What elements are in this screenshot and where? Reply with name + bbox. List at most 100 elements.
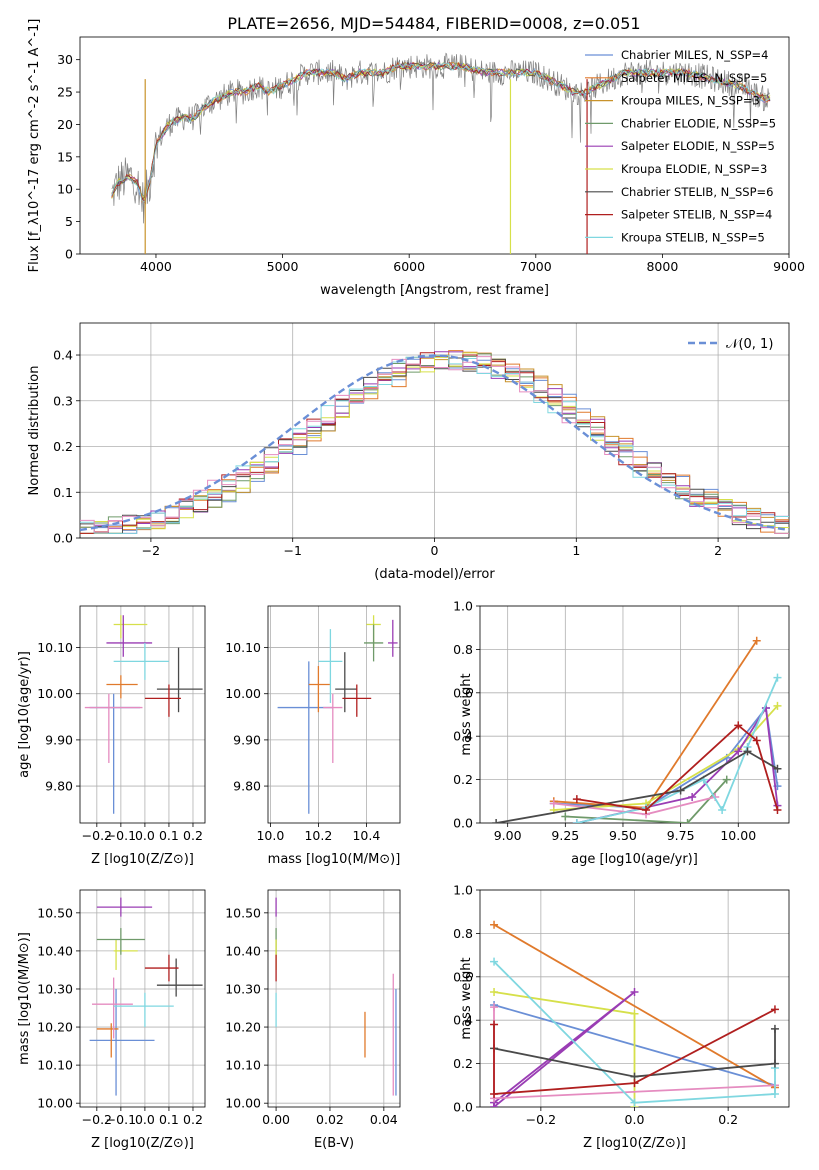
age-vs-Z-xtick-label: −0.2 — [82, 828, 112, 843]
weight-marker — [572, 819, 581, 823]
mass-vs-EBV-xlabel: E(B-V) — [314, 1136, 354, 1151]
weight-marker — [642, 805, 651, 814]
age-vs-mass-ytick-label: 10.00 — [225, 686, 261, 701]
weight-marker — [630, 1098, 639, 1107]
weight-vs-Z-xtick-label: 0.0 — [625, 1112, 645, 1127]
weight-marker — [490, 987, 499, 996]
residual-histogram — [80, 352, 789, 534]
mass-vs-Z-xtick-label: 0.2 — [183, 1112, 203, 1127]
weight-marker — [734, 721, 743, 730]
weight-marker — [770, 1005, 779, 1014]
age-vs-mass-xlabel: mass [log10(M/M⊙)] — [268, 852, 401, 867]
mass-vs-Z-ytick-label: 10.20 — [37, 1020, 73, 1035]
weight-vs-age-ytick-label: 1.0 — [453, 599, 473, 614]
weight-line — [493, 1028, 776, 1078]
model-spectrum — [111, 61, 770, 203]
weight-line — [553, 705, 779, 811]
mass-vs-Z-frame — [79, 889, 206, 1108]
mass-vs-EBV-ytick-label: 10.30 — [225, 981, 261, 996]
weight-vs-Z-ytick-label: 0.0 — [453, 1100, 473, 1115]
weight-vs-age-ytick-label: 0.4 — [453, 729, 473, 744]
weight-marker — [490, 1089, 499, 1098]
mass-vs-EBV-ytick-label: 10.50 — [225, 905, 261, 920]
weight-marker — [770, 1059, 779, 1068]
weight-marker — [490, 1020, 499, 1029]
weight-line — [493, 960, 776, 1104]
weight-line — [495, 750, 778, 823]
residuals-ytick-label: 0.4 — [53, 348, 73, 363]
weight-vs-Z-ytick-label: 1.0 — [453, 883, 473, 898]
weight-vs-age-ylabel: mass weight — [459, 673, 474, 755]
weight-marker — [770, 1089, 779, 1098]
spectrum-frame — [79, 36, 790, 255]
weight-vs-age-xtick-label: 9.00 — [494, 828, 522, 843]
spectrum-xtick-label: 5000 — [267, 259, 299, 274]
spectrum-xtick-label: 7000 — [520, 259, 552, 274]
weight-vs-Z-panel: −0.2 0.0 0.2 0.0 0.2 0.4 0.6 0.8 1.0 Z [log10(Z/Z… — [453, 883, 790, 1151]
weight-marker — [561, 812, 570, 821]
mass-vs-EBV-panel: 0.00 0.02 0.04 10.00 10.10 10.20 10.30 10.40 10.… — [225, 889, 401, 1151]
panels: 4000 5000 6000 7000 8000 9000051015202530wave… — [17, 19, 805, 1151]
spectrum-xlabel: wavelength [Angstrom, rest frame] — [320, 283, 549, 298]
residuals-xtick-label: 0 — [431, 543, 439, 558]
spectrum-ytick-label: 0 — [65, 247, 73, 262]
weight-vs-age-xtick-label: 9.75 — [667, 828, 695, 843]
mass-vs-EBV-ytick-label: 10.20 — [225, 1020, 261, 1035]
weight-line — [576, 677, 779, 823]
weight-marker — [490, 1003, 499, 1012]
age-vs-Z-xtick-label: 0.0 — [135, 828, 155, 843]
residuals-panel: −2 −1 0 1 2 0.0 0.1 0.2 0.3 0.4 (data-model)/error… — [27, 322, 790, 582]
age-vs-Z-xtick-label: 0.2 — [183, 828, 203, 843]
weight-marker — [734, 747, 743, 756]
weight-vs-Z-ytick-label: 0.2 — [453, 1056, 473, 1071]
weight-marker — [630, 1009, 639, 1018]
legend-label: Salpeter MILES, N_SSP=5 — [621, 71, 767, 85]
mass-vs-Z-ylabel: mass [log10(M/M⊙)] — [17, 932, 32, 1065]
residuals-ytick-label: 0.1 — [53, 485, 73, 500]
mass-vs-Z-xtick-label: −0.1 — [106, 1112, 136, 1127]
mass-vs-Z-ytick-label: 10.50 — [37, 905, 73, 920]
residuals-xlabel: (data-model)/error — [374, 567, 495, 582]
mass-vs-Z-ytick-label: 10.10 — [37, 1058, 73, 1073]
mass-vs-Z-ytick-label: 10.00 — [37, 1096, 73, 1111]
weight-vs-Z-ytick-label: 0.4 — [453, 1013, 473, 1028]
residual-histogram — [80, 356, 789, 534]
mass-vs-Z-ytick-label: 10.30 — [37, 981, 73, 996]
weight-vs-Z-xtick-label: 0.2 — [718, 1112, 738, 1127]
age-vs-Z-ylabel: age [log10(age/yr)] — [17, 651, 32, 778]
spectrum-ytick-label: 30 — [57, 52, 73, 67]
age-vs-mass-ytick-label: 9.90 — [233, 732, 261, 747]
spectrum-xtick-label: 4000 — [140, 259, 172, 274]
legend-label: Salpeter ELODIE, N_SSP=5 — [621, 139, 775, 153]
mass-vs-EBV-ytick-label: 10.10 — [225, 1058, 261, 1073]
mass-vs-EBV-ytick-label: 10.40 — [225, 943, 261, 958]
age-vs-mass-xtick-label: 10.0 — [256, 828, 284, 843]
weight-marker — [770, 1024, 779, 1033]
legend-label: 𝒩(0, 1) — [726, 337, 773, 352]
age-vs-Z-ytick-label: 10.00 — [37, 686, 73, 701]
mass-vs-Z-xtick-label: 0.0 — [135, 1112, 155, 1127]
age-vs-mass-frame — [267, 605, 401, 824]
weight-vs-age-xtick-label: 9.25 — [551, 828, 579, 843]
residuals-ylabel: Normed distribution — [27, 366, 42, 496]
weight-vs-Z-ylabel: mass weight — [459, 957, 474, 1039]
residuals-frame — [79, 322, 790, 539]
legend-label: Chabrier MILES, N_SSP=4 — [621, 48, 768, 62]
weight-vs-age-frame — [479, 605, 790, 824]
weight-marker — [773, 805, 782, 814]
weight-marker — [773, 764, 782, 773]
weight-marker — [490, 1103, 499, 1107]
age-vs-Z-panel: −0.2−0.10.0 0.1 0.2 9.80 9.90 10.00 10.10 Z [lo… — [17, 605, 206, 867]
age-vs-Z-ytick-label: 9.90 — [45, 732, 73, 747]
spectrum-xtick-label: 9000 — [773, 259, 805, 274]
weight-vs-age-xlabel: age [log10(age/yr)] — [571, 852, 698, 867]
weight-marker — [549, 799, 558, 808]
weight-vs-Z-ytick-label: 0.8 — [453, 926, 473, 941]
legend-label: Chabrier ELODIE, N_SSP=5 — [621, 116, 776, 130]
weight-marker — [752, 636, 761, 645]
spectrum-xtick-label: 6000 — [393, 259, 425, 274]
mass-vs-Z-xlabel: Z [log10(Z/Z⊙)] — [91, 1136, 194, 1151]
residuals-ytick-label: 0.2 — [53, 439, 73, 454]
weight-marker — [492, 819, 501, 823]
